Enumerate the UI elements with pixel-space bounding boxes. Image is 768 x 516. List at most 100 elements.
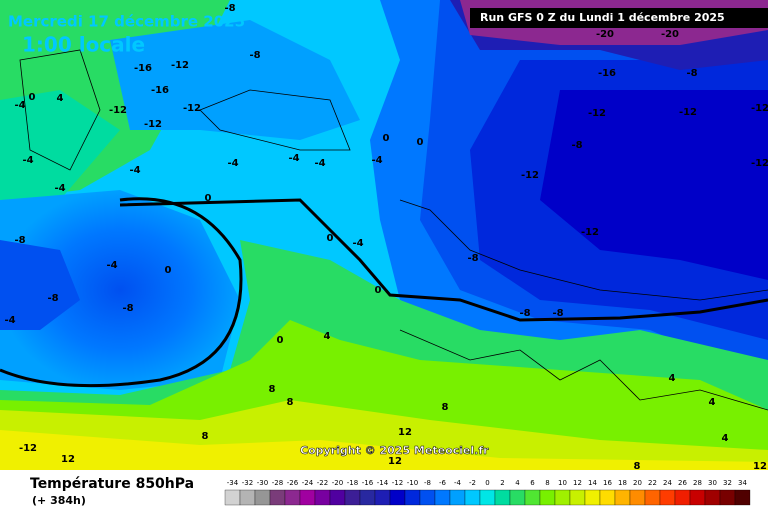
scale-label: -16 (362, 479, 374, 487)
contour-label: -4 (54, 183, 65, 194)
scale-label: -10 (407, 479, 418, 487)
scale-swatch (389, 489, 406, 506)
contour-label: 0 (277, 335, 284, 346)
contour-label: 0 (205, 193, 212, 204)
scale-swatch (539, 489, 556, 506)
scale-label: 2 (500, 479, 504, 487)
contour-label: -12 (171, 60, 189, 71)
contour-label: 0 (327, 233, 334, 244)
contour-label: -12 (581, 227, 599, 238)
scale-swatch (524, 489, 541, 506)
contour-label: 4 (709, 397, 716, 408)
contour-label: 4 (722, 433, 729, 444)
contour-label: -8 (552, 308, 563, 319)
contour-label: 8 (202, 431, 209, 442)
scale-swatch (299, 489, 316, 506)
contour-label: -4 (106, 260, 117, 271)
scale-swatch (359, 489, 376, 506)
scale-swatch (269, 489, 286, 506)
time-label: 1:00 locale (22, 33, 145, 57)
contour-label: 4 (57, 93, 64, 104)
scale-label: -4 (454, 479, 462, 487)
contour-label: -12 (751, 103, 768, 114)
scale-swatch (464, 489, 481, 506)
contour-label: 0 (383, 133, 390, 144)
scale-label: 30 (708, 479, 717, 487)
contour-label: -4 (352, 238, 363, 249)
scale-label: 32 (723, 479, 732, 487)
scale-swatch (734, 489, 751, 506)
scale-label: 26 (678, 479, 687, 487)
scale-label: 6 (530, 479, 535, 487)
contour-label: 0 (29, 92, 36, 103)
contour-label: -4 (129, 165, 140, 176)
contour-label: -12 (19, 443, 37, 454)
contour-label: -4 (14, 100, 25, 111)
scale-swatch (254, 489, 271, 506)
contour-label: 12 (753, 461, 767, 472)
scale-label: -12 (392, 479, 403, 487)
contour-label: -12 (183, 103, 201, 114)
scale-swatch (344, 489, 361, 506)
scale-label: 4 (515, 479, 520, 487)
contour-label: -8 (47, 293, 58, 304)
scale-label: 28 (693, 479, 702, 487)
scale-label: 16 (603, 479, 612, 487)
contour-label: 0 (375, 285, 382, 296)
scale-label: -24 (302, 479, 314, 487)
contour-label: 0 (165, 265, 172, 276)
scale-swatch (674, 489, 691, 506)
scale-label: -32 (242, 479, 253, 487)
scale-swatch (584, 489, 601, 506)
scale-swatch (374, 489, 391, 506)
scale-label: -30 (257, 479, 268, 487)
scale-swatch (224, 489, 241, 506)
run-label: Run GFS 0 Z du Lundi 1 décembre 2025 (480, 11, 725, 24)
scale-swatch (719, 489, 736, 506)
scale-label: 14 (588, 479, 597, 487)
scale-label: -20 (332, 479, 343, 487)
scale-swatch (494, 489, 511, 506)
contour-label: 4 (669, 373, 676, 384)
scale-label: -14 (377, 479, 389, 487)
scale-swatch (449, 489, 466, 506)
scale-swatch (239, 489, 256, 506)
contour-label: -4 (227, 158, 238, 169)
scale-label: -8 (424, 479, 431, 487)
scale-swatch (479, 489, 496, 506)
scale-swatch (569, 489, 586, 506)
contour-label: -8 (224, 3, 235, 14)
scale-label: 24 (663, 479, 672, 487)
contour-label: -12 (521, 170, 539, 181)
contour-label: -8 (249, 50, 260, 61)
contour-label: -8 (571, 140, 582, 151)
scale-label: -26 (287, 479, 299, 487)
contour-label: -8 (14, 235, 25, 246)
scale-swatch (689, 489, 706, 506)
scale-swatch (644, 489, 661, 506)
scale-label: 34 (738, 479, 747, 487)
contour-label: -16 (151, 85, 169, 96)
scale-label: 8 (545, 479, 549, 487)
scale-swatch (434, 489, 451, 506)
scale-swatch (599, 489, 616, 506)
contour-label: 12 (398, 427, 412, 438)
scale-label: 0 (485, 479, 489, 487)
contour-label: -12 (588, 108, 606, 119)
contour-label: -4 (22, 155, 33, 166)
contour-label: -12 (679, 107, 697, 118)
contour-label: -16 (598, 68, 616, 79)
scale-label: -18 (347, 479, 358, 487)
color-scale: -34 -32 -30 -28 -26 -24 -22 -20 -18 -16 -14 -12 -10-… (224, 479, 751, 506)
contour-label: -8 (519, 308, 530, 319)
contour-label: 8 (269, 384, 276, 395)
scale-swatch (419, 489, 436, 506)
scale-label: -34 (227, 479, 239, 487)
scale-label: -28 (272, 479, 283, 487)
contour-labels: -8 -20 -20 -16 -12 -16 -8 -16 -8 -12 -12 -12 -12 -12 -… (4, 3, 768, 472)
copyright: Copyright © 2025 Meteociel.fr (300, 444, 489, 457)
scale-swatch (404, 489, 421, 506)
scale-label: 20 (633, 479, 642, 487)
